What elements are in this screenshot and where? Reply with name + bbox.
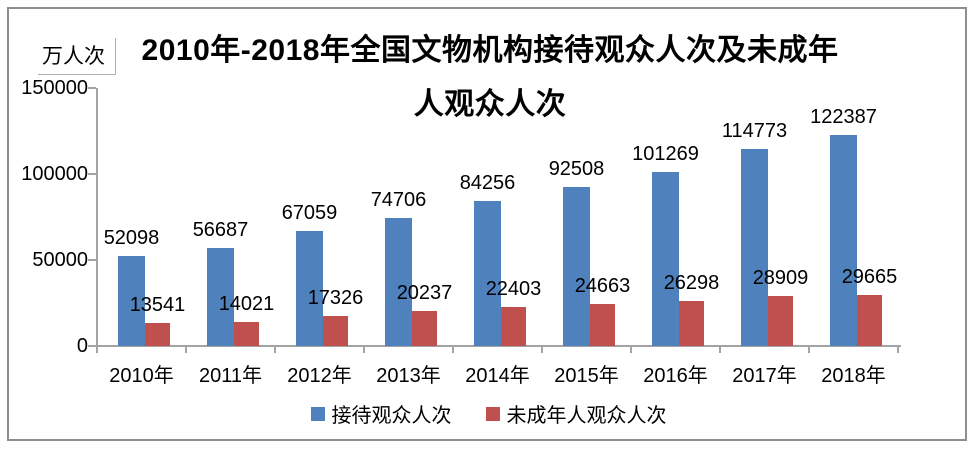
legend-swatch-blue — [310, 406, 325, 421]
bar-visitors-2016年 — [652, 171, 679, 346]
bar-value-label: 13541 — [129, 293, 186, 316]
chart-title-line1: 2010年-2018年全国文物机构接待观众人次及未成年 — [141, 34, 839, 67]
bar-value-label: 26298 — [663, 271, 720, 294]
y-tick-label: 50000 — [32, 249, 88, 271]
legend-label-minor-visitors: 未成年人观众人次 — [506, 405, 667, 427]
bar-value-label: 24663 — [574, 274, 631, 297]
bar-value-label: 14021 — [218, 292, 275, 315]
bar-minors-2016年 — [679, 300, 704, 346]
bar-value-label: 74706 — [370, 188, 427, 211]
bar-value-label: 20237 — [396, 282, 453, 305]
bar-value-label: 22403 — [485, 278, 542, 301]
bar-value-label: 67059 — [281, 201, 338, 224]
y-axis-unit-label: 万人次 — [38, 38, 116, 75]
y-axis-tick — [88, 173, 96, 175]
x-tick-label: 2011年 — [198, 365, 262, 387]
bar-minors-2010年 — [145, 322, 170, 346]
legend: 接待观众人次 未成年人观众人次 — [0, 399, 977, 428]
x-axis-tick — [630, 346, 632, 353]
x-tick-label: 2017年 — [732, 365, 797, 387]
y-axis-line — [96, 88, 98, 347]
bar-visitors-2014年 — [474, 201, 501, 346]
bar-value-label: 52098 — [103, 227, 160, 250]
x-tick-label: 2015年 — [554, 365, 619, 387]
chart-title-line2: 人观众人次 — [413, 88, 567, 121]
x-axis-tick — [808, 346, 810, 353]
y-tick-label: 100000 — [21, 163, 88, 185]
y-tick-label: 150000 — [21, 77, 88, 99]
x-axis-line — [95, 345, 901, 347]
bar-minors-2013年 — [412, 311, 437, 346]
x-tick-label: 2018年 — [821, 365, 886, 387]
x-tick-label: 2012年 — [287, 365, 352, 387]
x-axis-tick — [274, 346, 276, 353]
bar-visitors-2018年 — [830, 135, 857, 346]
bar-minors-2012年 — [323, 316, 348, 346]
bar-value-label: 17326 — [307, 287, 364, 310]
bar-value-label: 92508 — [548, 157, 605, 180]
bar-visitors-2015年 — [563, 186, 590, 346]
x-axis-tick — [452, 346, 454, 353]
bar-minors-2014年 — [501, 307, 526, 346]
y-axis-tick — [88, 87, 96, 89]
legend-item-minor-visitors: 未成年人观众人次 — [485, 399, 667, 428]
x-axis-tick — [363, 346, 365, 353]
y-tick-label: 0 — [76, 335, 88, 357]
chart-title: 2010年-2018年全国文物机构接待观众人次及未成年 人观众人次 — [100, 24, 880, 132]
bar-minors-2015年 — [590, 303, 615, 346]
x-tick-label: 2013年 — [376, 365, 441, 387]
y-axis-tick — [88, 259, 96, 261]
bar-visitors-2013年 — [385, 217, 412, 346]
bar-visitors-2010年 — [118, 256, 145, 346]
x-axis-tick — [185, 346, 187, 353]
bar-visitors-2012年 — [296, 230, 323, 346]
bar-minors-2018年 — [857, 294, 882, 346]
bar-minors-2011年 — [234, 321, 259, 346]
x-axis-tick — [897, 346, 899, 353]
bar-visitors-2011年 — [207, 248, 234, 346]
x-tick-label: 2016年 — [643, 365, 708, 387]
bar-visitors-2017年 — [741, 148, 768, 346]
bar-value-label: 122387 — [810, 106, 877, 129]
x-tick-label: 2014年 — [465, 365, 530, 387]
x-tick-label: 2010年 — [109, 365, 174, 387]
legend-label-total-visitors: 接待观众人次 — [331, 405, 452, 427]
bar-value-label: 101269 — [632, 142, 699, 165]
x-axis-tick — [96, 346, 98, 353]
legend-swatch-red — [485, 406, 500, 421]
bar-value-label: 29665 — [841, 265, 898, 288]
legend-item-total-visitors: 接待观众人次 — [310, 399, 452, 428]
y-axis-tick — [88, 345, 96, 347]
bar-value-label: 84256 — [459, 172, 516, 195]
bar-value-label: 114773 — [721, 119, 788, 142]
x-axis-tick — [719, 346, 721, 353]
bar-value-label: 56687 — [192, 219, 249, 242]
bar-value-label: 28909 — [752, 267, 809, 290]
x-axis-tick — [541, 346, 543, 353]
bar-minors-2017年 — [768, 296, 793, 346]
